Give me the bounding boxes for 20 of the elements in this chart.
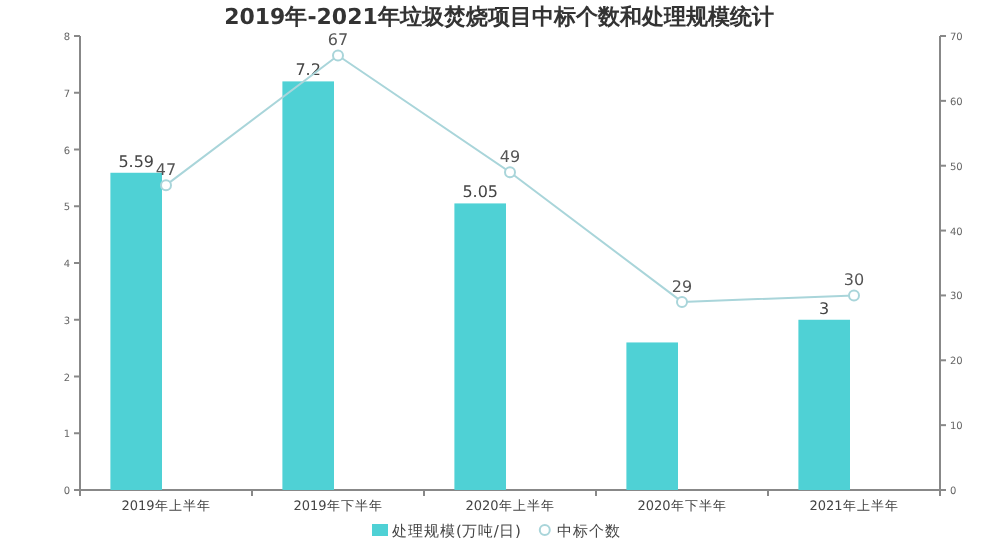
bar: [798, 319, 850, 490]
point: [332, 49, 344, 62]
data-label: 47: [155, 161, 177, 180]
point: [848, 289, 860, 302]
point: [160, 179, 172, 192]
bar: [282, 81, 334, 490]
data-label: 5.05: [462, 183, 499, 202]
data-label: 7.2: [295, 61, 321, 80]
chart-title: 2019年-2021年垃圾焚烧项目中标个数和处理规模统计: [224, 4, 774, 30]
data-label: 30: [843, 271, 865, 290]
bar: [454, 203, 506, 490]
data-label: 49: [499, 148, 521, 167]
data-label: 5.59: [118, 152, 155, 171]
point: [504, 166, 516, 179]
data-label: 67: [327, 31, 349, 50]
data-label: 3: [819, 299, 830, 318]
bar: [110, 172, 162, 490]
data-label: 29: [671, 277, 693, 296]
point: [676, 295, 688, 308]
bar: [626, 342, 678, 490]
